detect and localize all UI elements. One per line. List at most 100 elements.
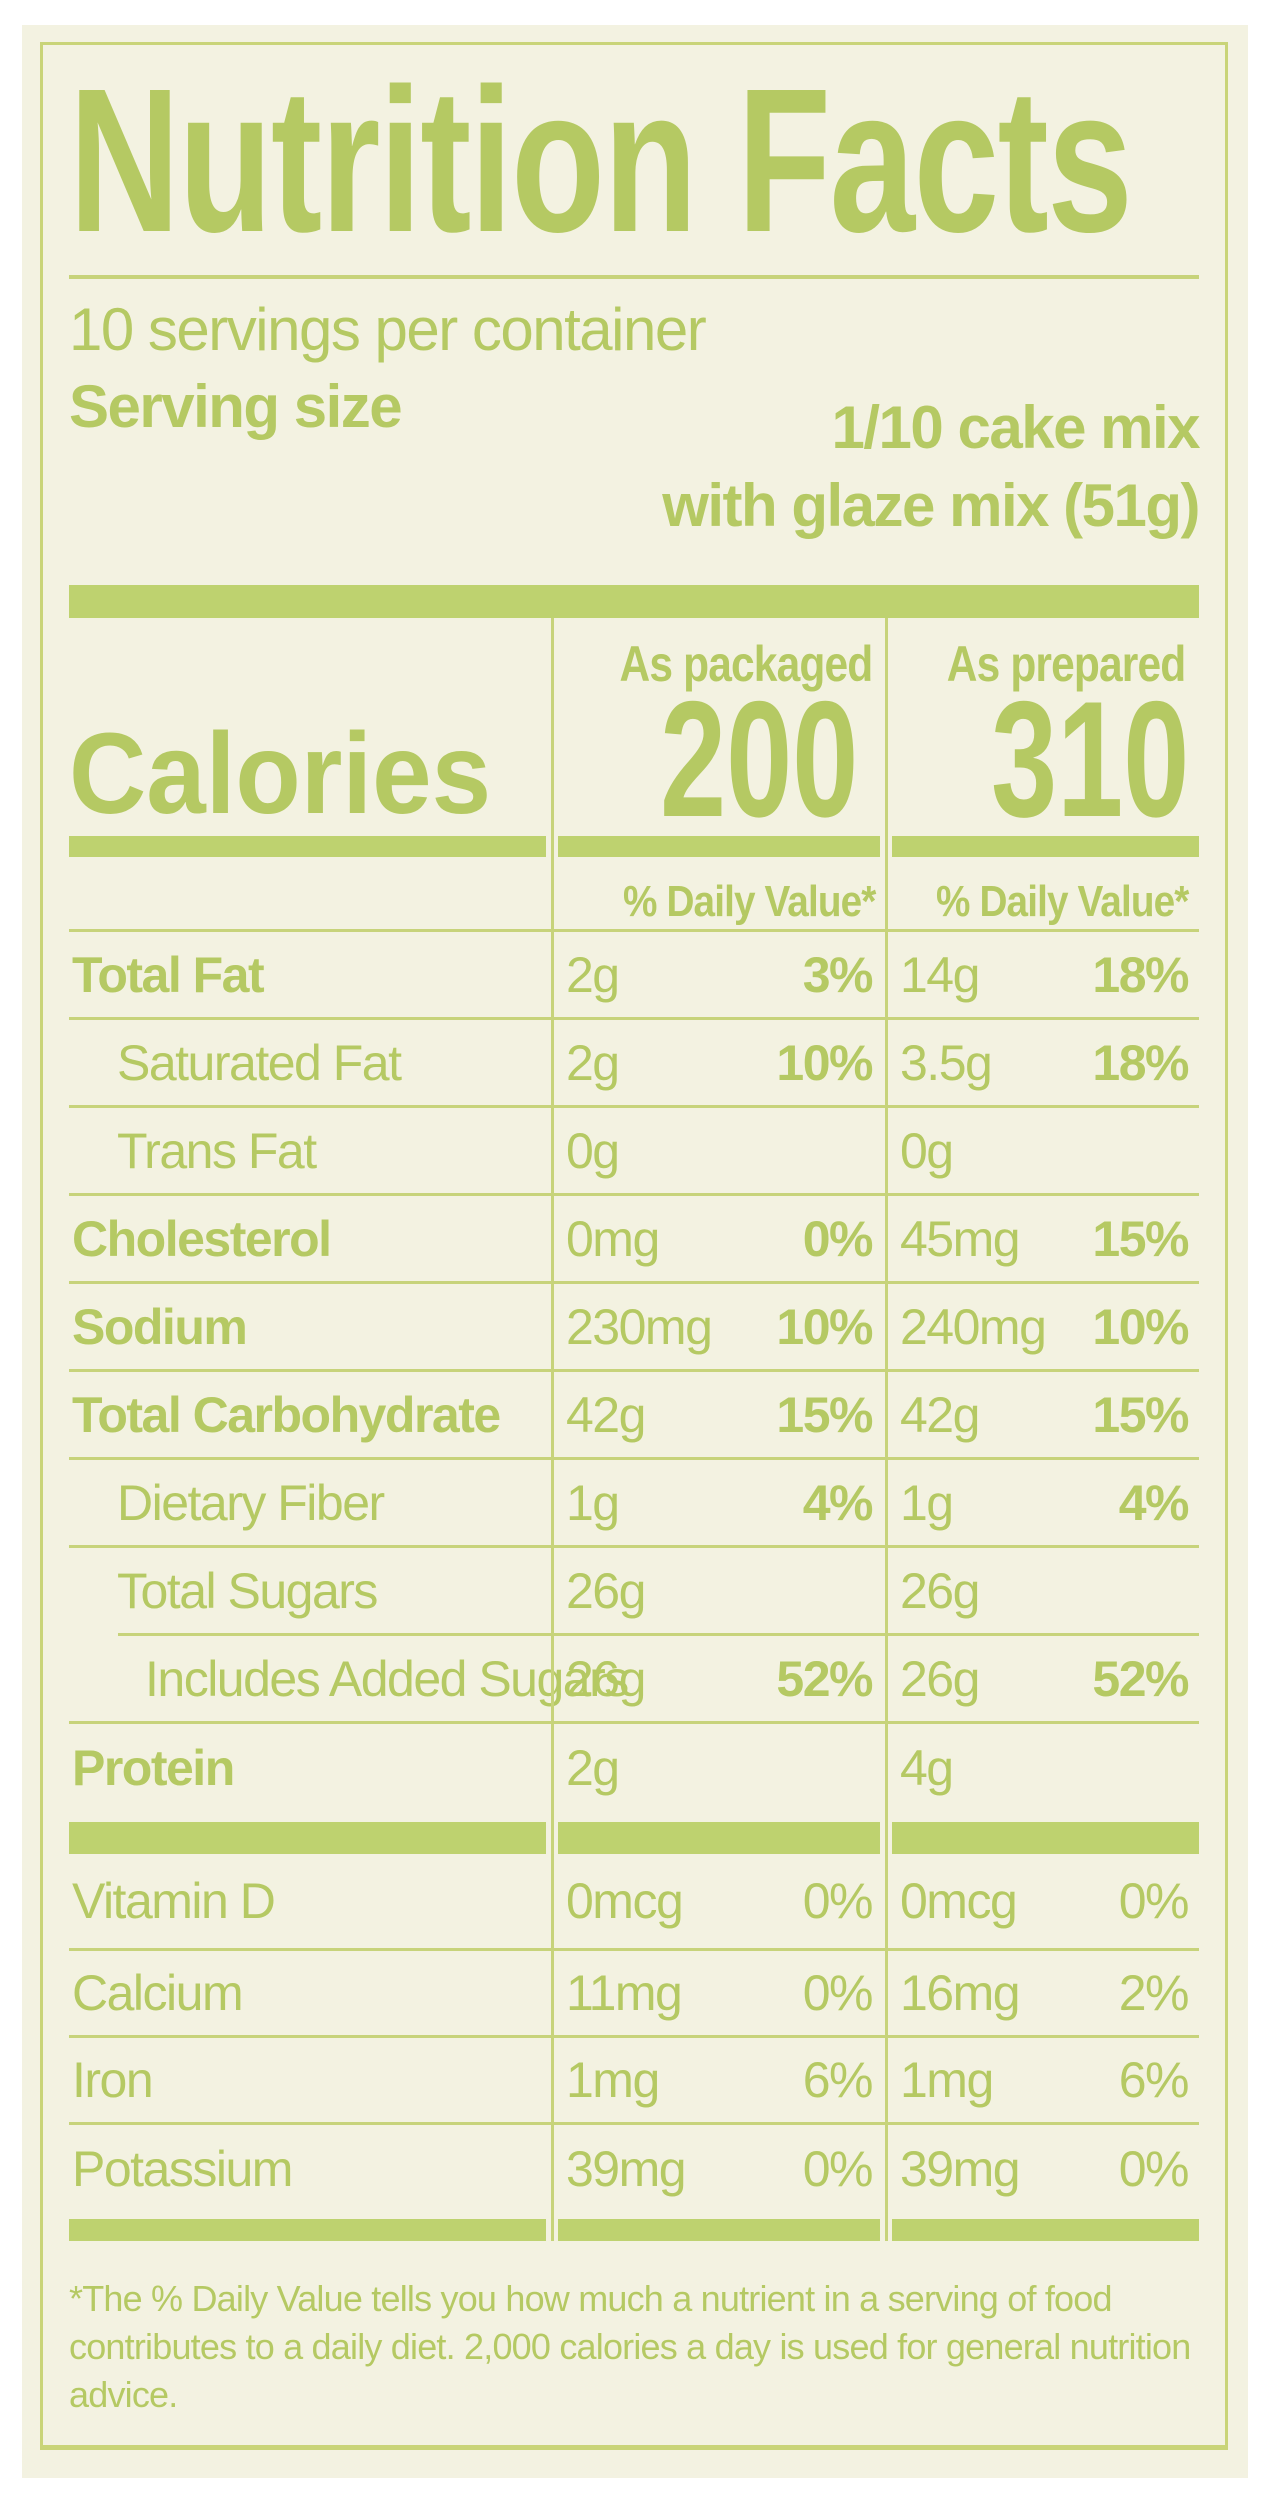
nutrient-dv-as-packaged: 0% — [802, 1210, 874, 1267]
nutrient-dv-as-packaged: 10% — [776, 1034, 873, 1091]
serving-size-value: 1/10 cake mix with glaze mix (51g) — [662, 389, 1200, 545]
row-divider — [69, 1281, 1199, 1284]
row-divider — [69, 2122, 1199, 2125]
nutrient-name: Vitamin D — [72, 1873, 276, 1929]
nutrient-dv-as-packaged: 0% — [802, 1965, 874, 2021]
nutrient-name: Total Fat — [72, 946, 265, 1003]
bar-segment — [69, 2219, 546, 2241]
calories-number-packaged: 200 — [659, 667, 858, 851]
bar-segment — [892, 1822, 1199, 1854]
nutrient-name: Includes Added Sugars — [145, 1650, 629, 1707]
nutrient-row-trans-fat: Trans Fat 0g 0g — [69, 1108, 1199, 1193]
micronutrient-row-potassium: Potassium 39mg 0% 39mg 0% — [69, 2125, 1199, 2213]
nutrient-amount-as-packaged: 2g — [566, 1740, 620, 1796]
serving-size-value-line-2: with glaze mix (51g) — [662, 472, 1200, 539]
row-divider — [69, 1457, 1199, 1460]
micronutrient-row-iron: Iron 1mg 6% 1mg 6% — [69, 2038, 1199, 2122]
calories-label: Calories — [69, 710, 492, 838]
calories-value-as-prepared: 310 — [886, 677, 1199, 842]
nutrient-row-sodium: Sodium 230mg 10% 240mg 10% — [69, 1284, 1199, 1369]
row-divider — [69, 1721, 1199, 1724]
nutrient-amount-as-packaged: 230mg — [566, 1298, 713, 1355]
column-header-as-packaged: As packaged — [619, 636, 874, 692]
nutrient-dv-as-prepared: 15% — [1092, 1210, 1189, 1267]
nutrient-amount-as-packaged: 2g — [566, 946, 620, 1003]
label-title: Nutrition Facts — [69, 46, 1133, 275]
nutrient-dv-as-packaged: 10% — [776, 1298, 873, 1355]
serving-size-row: Serving size 1/10 cake mix with glaze mi… — [69, 373, 1200, 545]
nutrition-label: Nutrition Facts 10 servings per containe… — [22, 25, 1248, 2478]
nutrient-dv-as-prepared: 2% — [1118, 1965, 1190, 2021]
nutrient-amount-as-packaged: 0mg — [566, 1210, 660, 1267]
column-header-as-prepared: As prepared — [946, 636, 1187, 692]
nutrient-name: Iron — [72, 2052, 154, 2108]
nutrient-row-total-sugars: Total Sugars 26g 26g — [69, 1548, 1199, 1633]
nutrient-amount-as-prepared: 0g — [900, 1122, 954, 1179]
row-divider — [69, 2035, 1199, 2038]
nutrient-dv-as-prepared: 0% — [1118, 1873, 1190, 1929]
nutrient-row-total-fat: Total Fat 2g 3% 14g 18% — [69, 932, 1199, 1017]
bar-segment — [892, 2219, 1199, 2241]
section-bar-top — [69, 585, 1199, 618]
column-divider-2 — [885, 618, 888, 2241]
calories-row: Calories 200 310 — [69, 667, 1199, 851]
nutrient-name: Calcium — [72, 1965, 244, 2021]
bar-segment — [69, 836, 546, 857]
nutrient-dv-as-prepared: 10% — [1092, 1298, 1189, 1355]
nutrient-dv-as-packaged: 52% — [776, 1650, 873, 1707]
bar-segment — [558, 1822, 880, 1854]
nutrient-dv-as-prepared: 18% — [1092, 946, 1189, 1003]
nutrient-amount-as-prepared: 1g — [900, 1474, 954, 1531]
nutrient-amount-as-prepared: 3.5g — [900, 1034, 993, 1091]
nutrient-amount-as-packaged: 1mg — [566, 2052, 660, 2108]
nutrient-name: Total Carbohydrate — [72, 1386, 501, 1443]
section-bar-middle — [69, 1822, 1199, 1854]
nutrient-dv-as-prepared: 0% — [1118, 2141, 1190, 2197]
nutrient-dv-as-prepared: 6% — [1118, 2052, 1190, 2108]
nutrient-amount-as-packaged: 26g — [566, 1650, 646, 1707]
nutrient-amount-as-prepared: 0mcg — [900, 1873, 1018, 1929]
serving-size-label: Serving size — [69, 373, 403, 440]
nutrient-amount-as-prepared: 45mg — [900, 1210, 1021, 1267]
nutrient-dv-as-prepared: 15% — [1092, 1386, 1189, 1443]
nutrition-table: As packaged As prepared Calories 200 310… — [69, 618, 1199, 2241]
daily-value-header-as-prepared: % Daily Value* — [936, 877, 1189, 926]
footnote: *The % Daily Value tells you how much a … — [69, 2278, 1191, 2415]
nutrient-name: Cholesterol — [72, 1210, 332, 1267]
nutrient-dv-as-prepared: 4% — [1118, 1474, 1190, 1531]
nutrient-name: Saturated Fat — [117, 1034, 402, 1091]
row-divider — [69, 1545, 1199, 1548]
section-bar-bottom — [69, 2219, 1199, 2241]
nutrient-dv-as-packaged: 0% — [802, 1873, 874, 1929]
label-frame: Nutrition Facts 10 servings per containe… — [40, 42, 1228, 2450]
micronutrient-row-calcium: Calcium 11mg 0% 16mg 2% — [69, 1951, 1199, 2035]
nutrient-amount-as-packaged: 26g — [566, 1562, 646, 1619]
column-divider-1 — [551, 618, 554, 2241]
row-divider — [69, 1017, 1199, 1020]
row-divider — [69, 1948, 1199, 1951]
daily-value-header-row: % Daily Value* % Daily Value* — [69, 857, 1199, 929]
nutrient-dv-as-packaged: 15% — [776, 1386, 873, 1443]
nutrient-amount-as-prepared: 14g — [900, 946, 980, 1003]
nutrient-name: Protein — [72, 1740, 235, 1796]
nutrient-dv-as-prepared: 52% — [1092, 1650, 1189, 1707]
row-divider — [69, 929, 1199, 932]
nutrient-amount-as-prepared: 26g — [900, 1650, 980, 1707]
nutrient-amount-as-packaged: 1g — [566, 1474, 620, 1531]
nutrient-amount-as-packaged: 39mg — [566, 2141, 687, 2197]
nutrient-name: Total Sugars — [117, 1562, 378, 1619]
nutrient-amount-as-packaged: 11mg — [566, 1965, 683, 2021]
nutrient-row-dietary-fiber: Dietary Fiber 1g 4% 1g 4% — [69, 1460, 1199, 1545]
nutrient-row-added-sugars: Includes Added Sugars 26g 52% 26g 52% — [69, 1636, 1199, 1721]
nutrient-name: Trans Fat — [117, 1122, 317, 1179]
nutrient-amount-as-prepared: 4g — [900, 1740, 954, 1796]
bar-segment — [558, 836, 880, 857]
nutrient-amount-as-packaged: 42g — [566, 1386, 646, 1443]
column-header-row: As packaged As prepared — [69, 618, 1199, 690]
nutrient-name: Dietary Fiber — [117, 1474, 385, 1531]
nutrient-dv-as-packaged: 3% — [802, 946, 874, 1003]
nutrient-amount-as-prepared: 26g — [900, 1562, 980, 1619]
nutrient-row-protein: Protein 2g 4g — [69, 1724, 1199, 1812]
nutrient-amount-as-prepared: 42g — [900, 1386, 980, 1443]
